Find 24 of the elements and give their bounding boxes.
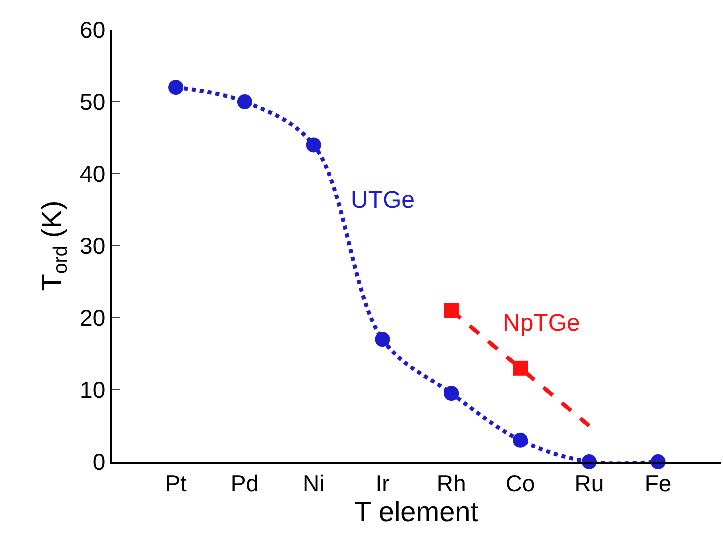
point: [168, 80, 184, 96]
x-tick-label: Ni: [302, 470, 325, 496]
y-tick-label: 10: [80, 377, 106, 404]
series-label: UTGe: [351, 187, 416, 214]
x-axis-title: T element: [354, 496, 479, 528]
point: [444, 386, 460, 402]
y-tick-label: 30: [80, 233, 106, 260]
x-tick-label: Rh: [436, 470, 466, 496]
x-tick-label: Co: [506, 470, 536, 496]
y-tick-label: 0: [92, 449, 106, 476]
x-tick-label: Pd: [230, 470, 260, 496]
x-tick-label: Pt: [165, 470, 188, 496]
x-tick-label: Fe: [644, 470, 672, 496]
y-tick-label: 40: [80, 161, 106, 188]
series-label: NpTGe: [503, 310, 580, 337]
point: [513, 432, 528, 448]
point: [306, 138, 322, 153]
y-tick-label: 20: [80, 305, 106, 332]
x-tick-label: Ir: [376, 470, 390, 496]
x-tick-label: Ru: [574, 470, 604, 496]
y-tick-label: 60: [80, 17, 106, 44]
point: [375, 332, 390, 348]
y-tick-label: 50: [80, 89, 106, 116]
point: [237, 94, 252, 110]
